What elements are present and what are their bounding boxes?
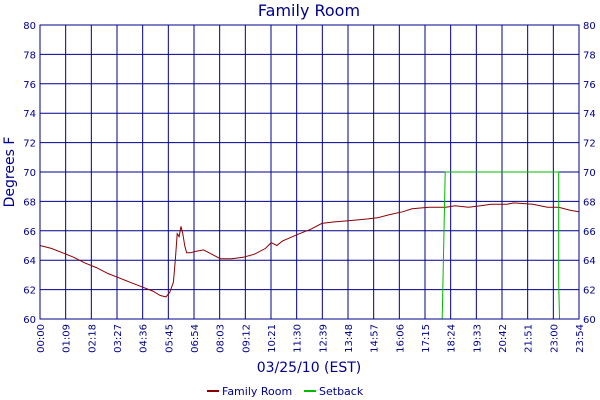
y-tick-label-left: 64 (23, 256, 36, 267)
series-line-family-room (39, 202, 580, 298)
x-tick-label: 23:00 (549, 324, 560, 353)
y-tick-label-left: 72 (23, 139, 36, 150)
legend-label-family-room: Family Room (222, 385, 292, 398)
y-tick-label-right: 76 (583, 80, 596, 91)
y-tick-label-left: 66 (23, 227, 36, 238)
series-line-setback (40, 171, 579, 320)
chart-title: Family Room (258, 1, 360, 20)
y-tick-label-right: 80 (583, 21, 596, 32)
y-axis-title: Degrees F (2, 137, 18, 208)
x-tick-label: 14:57 (370, 324, 381, 353)
y-tick-label-left: 70 (23, 168, 36, 179)
y-tick-label-left: 74 (23, 109, 36, 120)
y-tick-label-right: 64 (583, 256, 596, 267)
x-tick-label: 23:54 (575, 324, 586, 353)
y-tick-label-left: 78 (23, 50, 36, 61)
y-tick-label-right: 74 (583, 109, 596, 120)
y-tick-label-left: 60 (23, 315, 36, 326)
x-tick-label: 02:18 (87, 324, 98, 353)
y-tick-label-right: 70 (583, 168, 596, 179)
x-tick-label: 09:12 (241, 324, 252, 353)
x-tick-label: 05:45 (164, 324, 175, 353)
x-tick-label: 18:24 (447, 324, 458, 353)
x-tick-label: 00:00 (36, 324, 47, 353)
x-tick-label: 21:51 (524, 324, 535, 353)
x-axis-title: 03/25/10 (EST) (257, 360, 362, 376)
x-tick-label: 16:06 (395, 324, 406, 353)
y-tick-label-left: 80 (23, 21, 36, 32)
y-tick-label-left: 68 (23, 197, 36, 208)
y-tick-labels-right: 60 62 64 66 68 70 72 74 76 78 80 (583, 21, 596, 326)
x-tick-label: 06:54 (190, 324, 201, 353)
y-tick-label-right: 78 (583, 50, 596, 61)
x-tick-label: 11:30 (293, 324, 304, 353)
x-tick-labels: 00:00 01:09 02:18 03:27 04:36 05:45 06:54 08:03… (36, 324, 586, 353)
x-tick-label: 08:03 (216, 324, 227, 353)
y-tick-label-right: 72 (583, 139, 596, 150)
y-tick-label-right: 68 (583, 197, 596, 208)
x-tick-label: 20:42 (498, 324, 509, 353)
y-tick-label-left: 62 (23, 286, 36, 297)
y-tick-label-right: 66 (583, 227, 596, 238)
y-tick-label-right: 60 (583, 315, 596, 326)
x-tick-label: 17:15 (421, 324, 432, 353)
plot-series (39, 171, 580, 320)
y-tick-label-right: 62 (583, 286, 596, 297)
x-tick-label: 01:09 (62, 324, 73, 353)
legend-label-setback: Setback (319, 385, 364, 398)
grid (40, 25, 579, 319)
y-tick-label-left: 76 (23, 80, 36, 91)
x-tick-label: 10:21 (267, 324, 278, 353)
x-tick-label: 13:48 (344, 324, 355, 353)
x-tick-label: 12:39 (318, 324, 329, 353)
x-tick-label: 04:36 (139, 324, 150, 353)
legend: Family Room Setback (207, 385, 364, 398)
plot-frame (39, 24, 580, 320)
y-tick-labels-left: 60 62 64 66 68 70 72 74 76 78 80 (23, 21, 36, 326)
x-tick-label: 19:33 (472, 324, 483, 353)
x-tick-label: 03:27 (113, 324, 124, 353)
